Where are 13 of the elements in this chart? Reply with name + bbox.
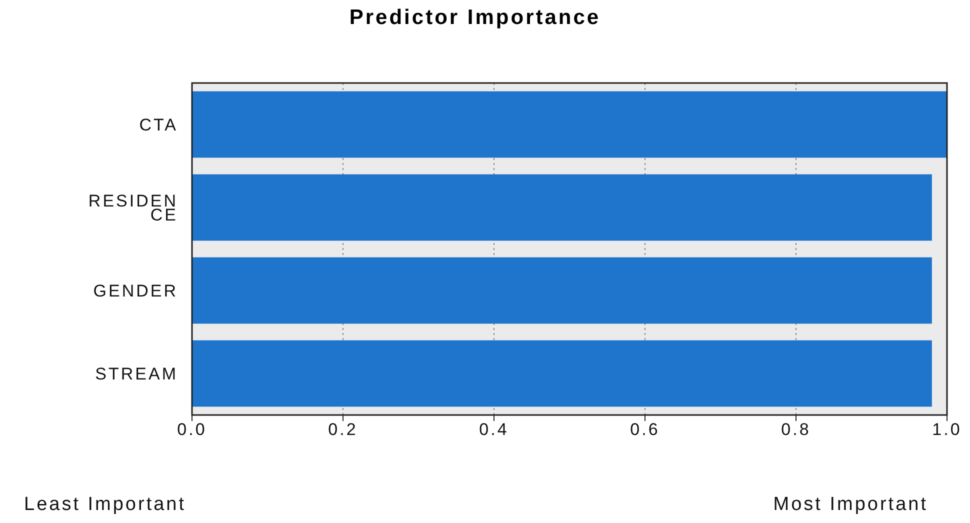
y-tick-label: GENDER [93,282,178,300]
text: 1.0 [932,420,962,439]
x-tick-label: 0.8 [781,420,811,439]
x-tick-label: 0.6 [630,420,660,439]
x-tick-label: 0.2 [328,420,358,439]
chart-title: Predictor Importance [349,6,601,29]
y-tick-label: STREAM [95,364,178,384]
text: 0.0 [177,420,207,439]
y-tick-label: CTA [139,116,178,134]
text: Most Important [773,494,928,515]
y-tick-label: RESIDENCE [88,192,178,224]
x-tick-label: 0.4 [479,420,509,439]
text: Least Important [24,494,186,515]
